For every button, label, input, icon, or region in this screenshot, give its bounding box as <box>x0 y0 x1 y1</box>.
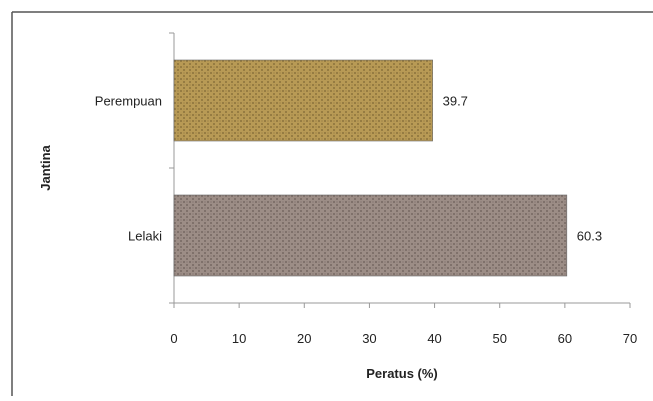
data-label-perempuan: 39.7 <box>443 94 468 109</box>
x-tick-label: 70 <box>623 331 637 346</box>
bar-lelaki <box>173 194 568 277</box>
x-tick-label: 50 <box>492 331 506 346</box>
x-tick-label: 30 <box>362 331 376 346</box>
y-axis-ticks <box>169 32 174 304</box>
x-tick-label: 20 <box>297 331 311 346</box>
data-labels: 39.7 60.3 <box>443 94 603 244</box>
x-tick-label: 0 <box>170 331 177 346</box>
y-axis-label: Jantina <box>38 144 53 190</box>
x-axis-label: Peratus (%) <box>366 366 438 381</box>
x-tick-label: 10 <box>232 331 246 346</box>
bar-perempuan <box>173 59 433 142</box>
x-tick-label: 60 <box>558 331 572 346</box>
x-tick-label: 40 <box>427 331 441 346</box>
x-axis-ticks: 0 10 20 30 40 50 60 70 <box>170 303 637 346</box>
category-label-lelaki: Lelaki <box>128 229 162 244</box>
category-label-perempuan: Perempuan <box>95 94 162 109</box>
category-labels: Perempuan Lelaki <box>95 94 162 244</box>
data-label-lelaki: 60.3 <box>577 229 602 244</box>
bars <box>173 59 568 277</box>
